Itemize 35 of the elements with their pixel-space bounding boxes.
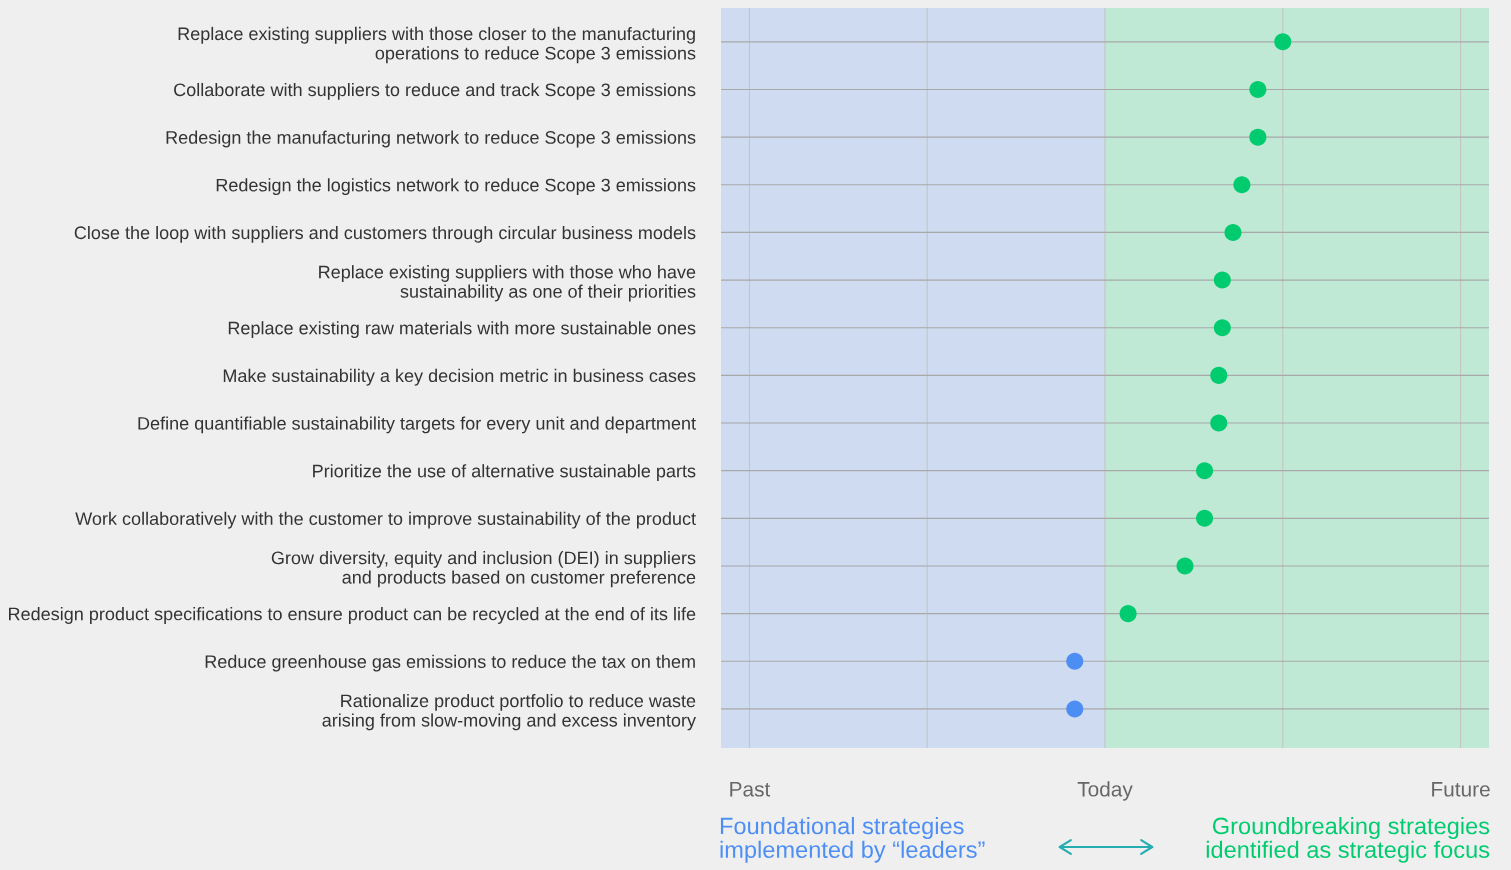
y-tick-label: Work collaboratively with the customer to improve sustainability of the product [75,511,696,529]
point [1233,176,1251,194]
y-tick-label: Prioritize the use of alternative sustainable parts [313,464,696,481]
point [1066,652,1084,670]
y-tick-label: Make sustainability a key decision metric in business cases [223,368,696,386]
text: Today [1077,781,1133,801]
point [1210,414,1228,432]
y-tick-label: Replace existing suppliers with those who have sustainability as one of their priorities [319,265,696,302]
y-tick-label: Redesign the manufacturing network to reduce Scope 3 emissions [166,130,696,148]
point [1196,462,1214,480]
y-tick-label: Replace existing raw materials with more sustainable ones [228,321,696,339]
band-label: Foundational strategies implemented by “leaders” [720,817,985,863]
y-tick-label: Redesign product specifications to ensure product can be recycled at the end of its life [9,607,696,624]
band-label: Groundbreaking strategies identified as strategic focus [1206,817,1490,863]
y-tick-label: Rationalize product portfolio to reduce waste arising from slow-moving and excess inventory [322,693,696,731]
point [1066,700,1084,718]
point [1224,223,1242,241]
point [1249,128,1267,146]
y-tick-label: Close the loop with suppliers and customers through circular business models [74,225,696,243]
text: Future [1432,782,1490,797]
point [1196,509,1214,527]
point [1119,605,1137,623]
point [1213,271,1231,289]
y-tick-label: Reduce greenhouse gas emissions to reduce the tax on them [205,654,695,672]
point [1210,366,1228,384]
point [1274,33,1292,51]
y-tick-label: Define quantifiable sustainability targets for every unit and department [138,416,696,434]
text: Past [730,782,771,797]
y-tick-label: Redesign the logistics network to reduce Scope 3 emissions [216,178,696,196]
point [1176,557,1194,575]
y-tick-label: Grow diversity, equity and inclusion (DEI) in suppliers and products based on customer preference [271,551,696,588]
point [1249,80,1267,98]
y-tick-label: Collaborate with suppliers to reduce and track Scope 3 emissions [174,82,696,100]
point [1213,319,1231,337]
y-tick-label: Replace existing suppliers with those closer to the manufacturing operations to reduce Scope 3 emissions [178,26,696,64]
